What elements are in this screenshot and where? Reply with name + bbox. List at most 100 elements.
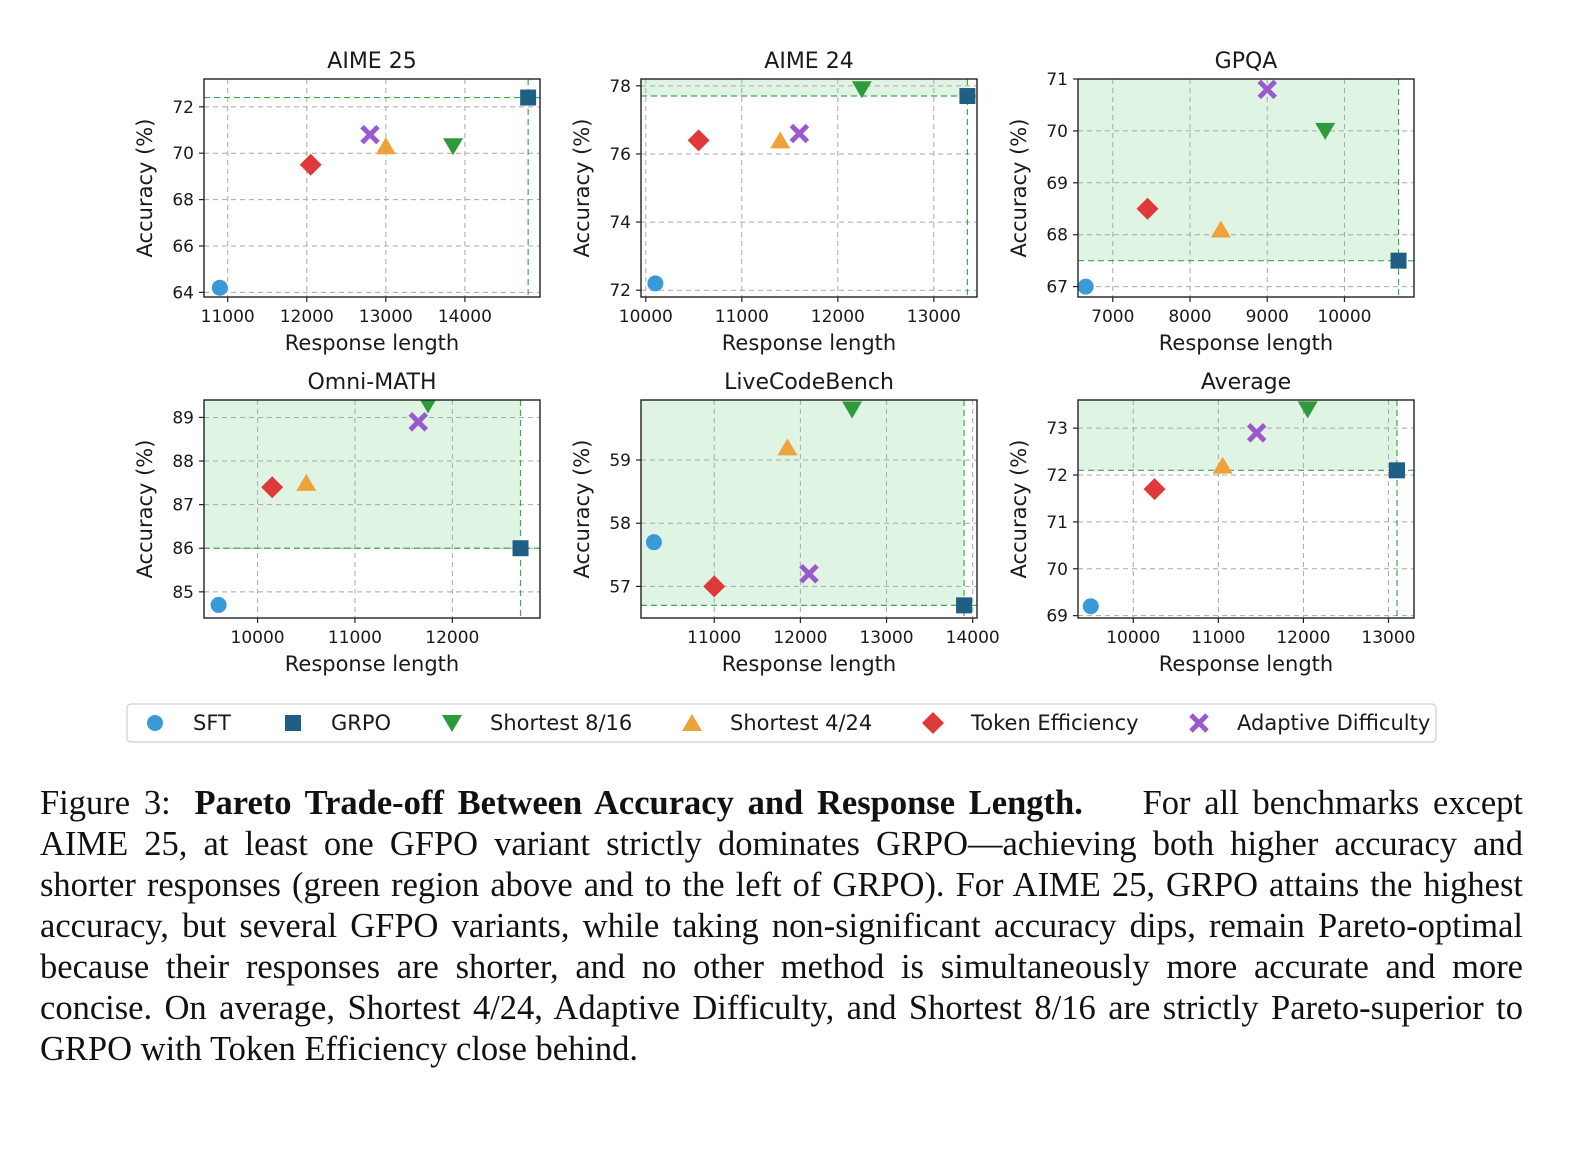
x-tick-label: 7000 <box>1091 307 1134 327</box>
point-shortest-4-24 <box>777 438 798 456</box>
legend-label: GRPO <box>331 711 391 735</box>
point-adaptive-difficulty <box>1246 423 1267 443</box>
y-tick-label: 89 <box>172 408 194 428</box>
point-shortest-4-24 <box>375 137 396 155</box>
y-axis-label: Accuracy (%) <box>1007 440 1031 579</box>
chart-panel-aime-24: 10000 11000 12000 13000 72 74 76 78 AIME 24 Respo… <box>570 49 978 355</box>
y-tick-label: 67 <box>1046 278 1068 298</box>
legend-entry-shortest-8-16: Shortest 8/16 <box>442 711 632 735</box>
chart-panels: 11000 12000 13000 14000 64 66 68 70 72 AIME 25 Res… <box>133 49 1416 676</box>
caption-body: For all benchmarks except AIME 25, at le… <box>40 784 1523 1068</box>
y-tick-label: 68 <box>172 191 194 211</box>
legend-label: SFT <box>193 711 231 735</box>
y-tick-label: 86 <box>172 539 194 559</box>
legend-label: Shortest 8/16 <box>490 711 632 735</box>
legend-marker-shortest-8-16 <box>442 715 462 732</box>
legend-marker-token-efficiency <box>922 712 944 734</box>
y-tick-label: 72 <box>609 281 631 301</box>
legend-frame <box>126 703 1437 743</box>
point-adaptive-difficulty <box>408 412 429 432</box>
point-adaptive-difficulty <box>360 124 380 145</box>
x-axis-label: Response length <box>1159 331 1333 355</box>
legend-marker-adaptive-difficulty <box>1189 713 1209 733</box>
point-grpo <box>520 89 537 106</box>
point-token-efficiency <box>687 129 710 152</box>
point-sft <box>1082 598 1099 615</box>
legend-entry-shortest-4-24: Shortest 4/24 <box>682 711 872 735</box>
axis-frame <box>640 399 978 619</box>
point-adaptive-difficulty <box>799 564 819 584</box>
y-tick-label: 85 <box>172 583 194 603</box>
panel-title: AIME 24 <box>764 49 853 74</box>
x-tick-label: 9000 <box>1246 307 1289 327</box>
chart-panel-average: 10000 11000 12000 13000 69 70 71 72 73 Average Res… <box>1007 370 1416 676</box>
dominance-region <box>641 400 965 606</box>
x-tick-label: 11000 <box>1191 628 1245 648</box>
caption-label: Figure 3: <box>40 784 171 822</box>
legend-label: Token Efficiency <box>970 711 1139 735</box>
plot-area <box>1078 79 1414 297</box>
y-tick-label: 58 <box>609 514 631 534</box>
x-tick-label: 11000 <box>328 628 382 648</box>
x-tick-label: 10000 <box>619 307 673 327</box>
dominance-region <box>641 79 968 97</box>
axis-frame <box>203 78 541 298</box>
y-tick-label: 69 <box>1046 174 1068 194</box>
point-sft <box>210 596 227 613</box>
legend-marker-shortest-4-24 <box>682 714 702 731</box>
point-adaptive-difficulty <box>789 123 810 144</box>
x-axis-label: Response length <box>285 652 459 676</box>
point-token-efficiency <box>1136 197 1159 220</box>
chart-panel-omni-math: 10000 11000 12000 85 86 87 88 89 Omni-MATH Respon… <box>133 370 541 676</box>
point-token-efficiency <box>261 476 284 499</box>
dominance-region <box>1078 400 1397 471</box>
x-tick-label: 10000 <box>231 628 285 648</box>
dominance-region <box>204 400 521 549</box>
y-tick-label: 69 <box>1046 607 1068 627</box>
x-tick-label: 11000 <box>715 307 769 327</box>
point-shortest-8-16 <box>420 400 436 414</box>
point-adaptive-difficulty <box>1257 79 1278 100</box>
point-token-efficiency <box>1143 478 1166 501</box>
y-tick-label: 71 <box>1046 513 1068 533</box>
x-axis-label: Response length <box>722 652 896 676</box>
x-tick-label: 11000 <box>687 628 741 648</box>
point-sft <box>647 275 664 292</box>
chart-panel-gpqa: 7000 8000 9000 10000 67 68 69 70 71 GPQA Response … <box>1007 49 1415 355</box>
panel-title: AIME 25 <box>327 49 416 74</box>
plot-area <box>204 79 540 297</box>
panel-title: GPQA <box>1215 49 1278 74</box>
y-tick-label: 70 <box>172 144 194 164</box>
y-axis-label: Accuracy (%) <box>570 119 594 258</box>
y-tick-label: 66 <box>172 237 194 257</box>
legend-label: Adaptive Difficulty <box>1237 711 1430 735</box>
point-shortest-8-16 <box>1315 122 1336 140</box>
x-axis-label: Response length <box>285 331 459 355</box>
y-tick-label: 76 <box>609 145 631 165</box>
y-axis-label: Accuracy (%) <box>1007 119 1031 258</box>
x-tick-label: 13000 <box>359 307 413 327</box>
plot-area <box>204 400 540 618</box>
x-tick-label: 13000 <box>859 628 913 648</box>
chart-panel-livecodebench: 11000 12000 13000 14000 57 58 59 LiveCodeBench R… <box>570 370 1000 676</box>
y-tick-label: 88 <box>172 452 194 472</box>
point-token-efficiency <box>299 153 322 176</box>
point-shortest-4-24 <box>1212 456 1233 474</box>
point-shortest-8-16 <box>1297 401 1318 419</box>
x-tick-label: 10000 <box>1317 307 1371 327</box>
point-shortest-8-16 <box>842 401 863 419</box>
panel-title: Average <box>1201 370 1291 395</box>
x-tick-label: 12000 <box>773 628 827 648</box>
figure-caption: Figure 3: Pareto Trade-off Between Accur… <box>40 783 1523 1070</box>
axis-frame <box>1077 78 1415 298</box>
panel-title: Omni-MATH <box>307 370 436 395</box>
point-sft <box>211 279 228 296</box>
x-tick-label: 14000 <box>946 628 1000 648</box>
caption-title: Pareto Trade-off Between Accuracy and Re… <box>194 784 1083 822</box>
legend-entry-sft: SFT <box>147 711 231 735</box>
point-sft <box>645 534 662 551</box>
x-tick-label: 13000 <box>907 307 961 327</box>
legend-label: Shortest 4/24 <box>730 711 872 735</box>
pareto-figure: 11000 12000 13000 14000 64 66 68 70 72 AIME 25 Res… <box>126 49 1437 743</box>
legend: SFT GRPO Shortest 8/16 Shortest 4/24 Token E… <box>126 703 1437 743</box>
